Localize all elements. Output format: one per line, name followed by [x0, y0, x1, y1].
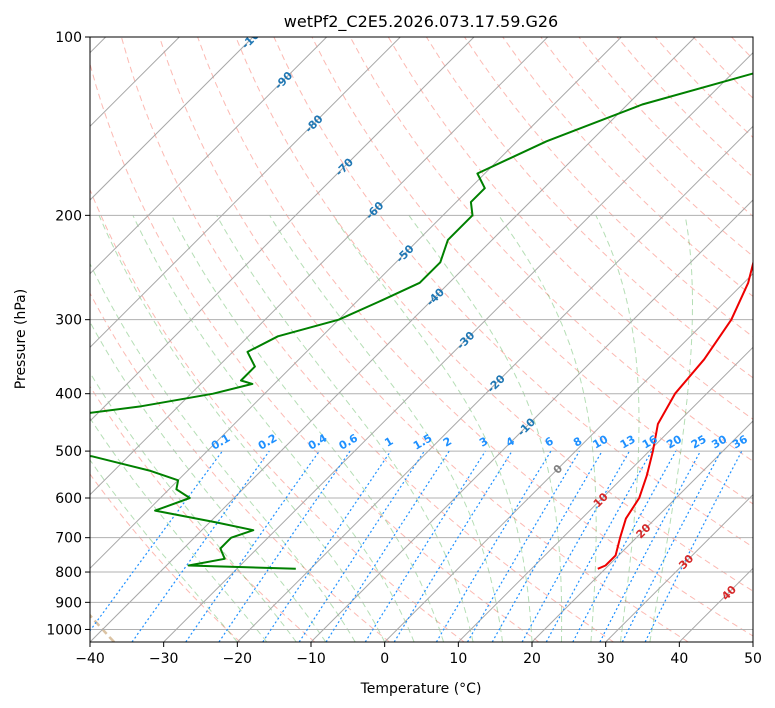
moist-adiabat — [171, 215, 445, 642]
dry-adiabat — [425, 37, 753, 379]
isotherm-line — [236, 125, 753, 642]
mixing-ratio-line — [218, 450, 351, 642]
moist-adiabat — [269, 215, 503, 642]
moist-adiabat — [132, 215, 415, 642]
isotherm-line — [90, 37, 696, 642]
x-tick-label: 50 — [744, 651, 762, 667]
y-tick-label: 600 — [55, 491, 82, 507]
mixing-ratio-line — [185, 450, 320, 642]
y-axis-label: Pressure (hPa) — [13, 289, 29, 389]
mixing-ratio-line — [298, 450, 425, 642]
isotherm-line — [605, 493, 753, 642]
chart-title: wetPf2_C2E5.2026.073.17.59.G26 — [284, 12, 558, 32]
dry-adiabat — [770, 37, 775, 642]
dry-adiabat — [502, 37, 753, 298]
moist-adiabat — [216, 215, 474, 642]
moist-adiabat — [98, 215, 386, 642]
isotherm-line — [90, 37, 254, 201]
y-tick-label: 800 — [55, 565, 82, 581]
dry-adiabat — [387, 37, 753, 420]
moist-adiabat — [90, 371, 297, 642]
moist-adiabat — [649, 215, 693, 642]
mixing-ratio-line — [599, 450, 702, 642]
dry-adiabat — [90, 188, 465, 642]
y-tick-label: 100 — [55, 30, 82, 46]
plot-background — [90, 37, 753, 642]
isotherm-line — [90, 37, 401, 349]
dry-adiabat — [349, 37, 753, 462]
x-tick-label: 0 — [380, 651, 389, 667]
mixing-ratio-line — [435, 450, 552, 642]
y-tick-label: 1000 — [46, 622, 82, 638]
x-tick-label: −20 — [223, 651, 253, 667]
y-tick-label: 200 — [55, 208, 82, 224]
isotherm-line — [90, 37, 475, 422]
y-tick-label: 700 — [55, 531, 82, 547]
mixing-ratio-line — [466, 450, 580, 642]
dry-adiabat — [90, 292, 390, 642]
dry-adiabat — [90, 473, 241, 642]
moist-adiabat — [408, 215, 563, 642]
moist-adiabat — [90, 321, 327, 642]
x-tick-label: −40 — [75, 651, 105, 667]
y-tick-label: 900 — [55, 595, 82, 611]
mixing-ratio-line — [644, 450, 743, 642]
dry-adiabat — [90, 62, 540, 642]
x-tick-label: 20 — [523, 651, 541, 667]
mixing-ratio-line — [572, 450, 677, 642]
isotherm-line — [90, 37, 549, 496]
dry-adiabat — [120, 37, 614, 642]
isotherm-line — [457, 346, 753, 642]
mixing-ratio-line — [545, 450, 653, 642]
isotherm-line — [310, 199, 753, 642]
x-tick-label: 40 — [670, 651, 688, 667]
dry-adiabat — [235, 37, 753, 592]
y-tick-label: 400 — [55, 387, 82, 403]
dry-adiabat — [464, 37, 753, 338]
isotherm-line — [90, 37, 328, 275]
x-tick-label: −10 — [296, 651, 326, 667]
isotherm-line — [752, 641, 753, 642]
dry-adiabat — [311, 37, 753, 505]
temperature-profile-line — [597, 259, 753, 570]
dry-adiabat — [273, 37, 753, 548]
y-tick-label: 300 — [55, 313, 82, 329]
gridlines — [90, 37, 753, 642]
mixing-ratio-line — [364, 450, 486, 642]
moist-adiabat — [90, 262, 356, 642]
mixing-ratio-line — [131, 450, 270, 642]
isotherm-line — [384, 272, 753, 642]
mixing-ratio-line — [393, 450, 513, 642]
dewpoint-profile-line — [90, 72, 753, 570]
moist-adiabat — [90, 417, 268, 642]
y-tick-label: 500 — [55, 444, 82, 460]
x-tick-label: 10 — [449, 651, 467, 667]
plot-frame — [89, 36, 754, 643]
moist-adiabat — [498, 215, 597, 642]
moist-adiabat — [332, 215, 533, 642]
isotherm-line — [90, 37, 622, 570]
x-axis-label: Temperature (°C) — [360, 681, 482, 697]
dry-adiabat — [159, 37, 689, 642]
mixing-ratio-line — [325, 450, 450, 642]
isotherm-line — [163, 51, 753, 642]
moist-adiabat — [595, 215, 640, 642]
x-tick-label: −30 — [149, 651, 179, 667]
dry-adiabat — [90, 385, 316, 642]
moist-adiabat — [90, 459, 238, 642]
profile-lines — [90, 72, 753, 570]
isotherm-line — [531, 420, 753, 642]
x-tick-label: 30 — [597, 651, 615, 667]
mixing-ratio-lines — [90, 450, 743, 642]
mixing-ratio-line — [262, 450, 392, 642]
adiabat-lines — [90, 37, 775, 642]
